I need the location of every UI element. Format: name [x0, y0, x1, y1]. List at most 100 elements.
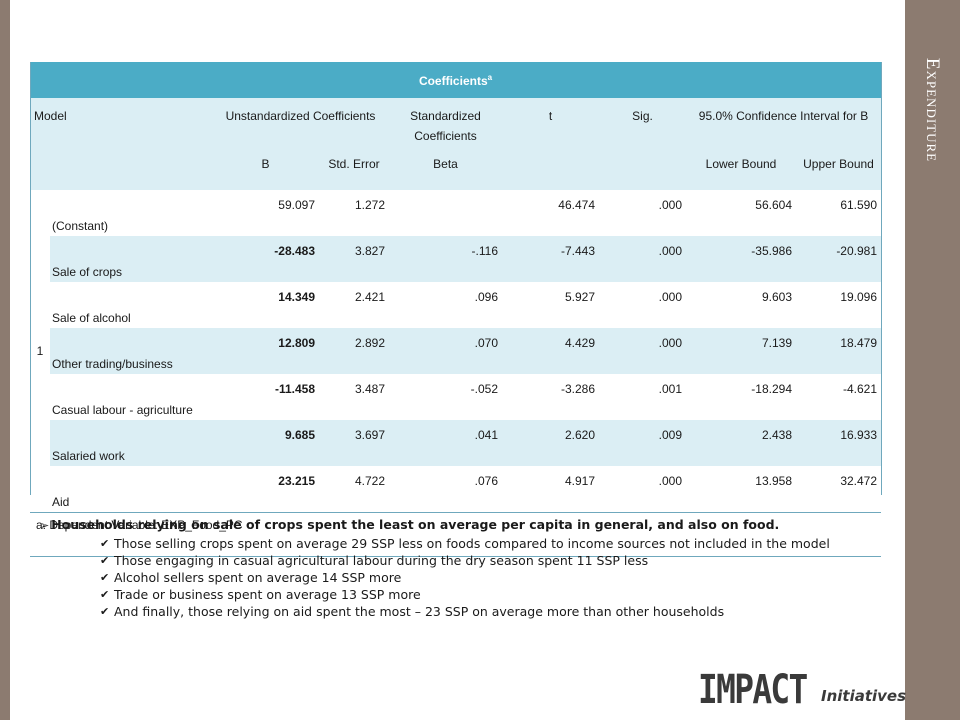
list-item-text: And finally, those relying on aid spent … — [114, 604, 725, 619]
cell-std-error: 3.827 — [319, 236, 389, 282]
col-b: B — [212, 151, 319, 190]
cell-upper: 32.472 — [840, 474, 878, 488]
cell-std-error: 2.892 — [319, 328, 389, 374]
col-upper-bound: Upper Bound — [796, 151, 882, 190]
col-model: Model — [30, 98, 212, 151]
cell-t: 4.429 — [502, 328, 599, 374]
cell-t: -3.286 — [560, 382, 595, 396]
cell-upper: 19.096 — [840, 290, 878, 304]
cell-t: -7.443 — [502, 236, 599, 282]
cell-upper: -20.981 — [796, 236, 882, 282]
table-title: Coefficientsa — [30, 62, 882, 98]
cell-t: 4.917 — [564, 474, 595, 488]
cell-b: 14.349 — [278, 290, 315, 304]
table-row: Casual labour - agriculture -11.458 3.48… — [30, 374, 881, 420]
checkmark-icon: ✔ — [100, 554, 110, 567]
row-label: Sale of alcohol — [52, 311, 131, 325]
cell-beta: .070 — [389, 328, 502, 374]
cell-beta: -.052 — [470, 382, 498, 396]
cell-lower: 56.604 — [755, 198, 792, 212]
cell-upper: -4.621 — [842, 382, 878, 396]
cell-lower: 2.438 — [686, 420, 796, 466]
cell-upper: 61.590 — [840, 198, 878, 212]
col-lower-bound: Lower Bound — [686, 151, 796, 190]
cell-lower: -35.986 — [686, 236, 796, 282]
col-sig: Sig. — [599, 98, 686, 151]
list-item: ✔ Those engaging in casual agricultural l… — [100, 552, 900, 569]
table-row: Aid 23.215 4.722 .076 4.917 .000 13.958 … — [30, 466, 881, 513]
cell-sig: .000 — [599, 328, 686, 374]
table-row: Salaried work 9.685 3.697 .041 2.620 .00… — [30, 420, 882, 466]
impact-initiatives-logo: IMPACT Initiatives — [698, 667, 906, 713]
col-beta: Beta — [389, 151, 502, 190]
col-confidence-interval: 95.0% Confidence Interval for B — [686, 98, 882, 151]
table-row: Sale of crops -28.483 3.827 -.116 -7.443… — [30, 236, 882, 282]
list-item-text: Those engaging in casual agricultural la… — [114, 553, 649, 568]
side-title-panel — [905, 0, 960, 720]
cell-b: 59.097 — [278, 198, 315, 212]
logo-sub-text: Initiatives — [821, 687, 907, 705]
cell-sig: .000 — [658, 474, 682, 488]
cell-lower: -18.294 — [751, 382, 792, 396]
cell-std-error: 2.421 — [354, 290, 385, 304]
cell-sig: .009 — [599, 420, 686, 466]
cell-sig: .000 — [658, 290, 682, 304]
cell-lower: 9.603 — [761, 290, 792, 304]
slide-title: Expenditure — [922, 57, 943, 163]
list-item: ✔ Alcohol sellers spent on average 14 SSP… — [100, 569, 900, 586]
cell-beta: .076 — [474, 474, 498, 488]
checkmark-icon: ✔ — [100, 605, 110, 618]
cell-t: 2.620 — [502, 420, 599, 466]
logo-main-text: IMPACT — [698, 667, 808, 713]
table-row: Sale of alcohol 14.349 2.421 .096 5.927 … — [30, 282, 881, 328]
row-label: Casual labour - agriculture — [52, 403, 193, 417]
list-item-text: Alcohol sellers spent on average 14 SSP … — [114, 570, 402, 585]
cell-b: 23.215 — [278, 474, 315, 488]
list-item: ✔ Those selling crops spent on average 29… — [100, 535, 900, 552]
table-row: Other trading/business 12.809 2.892 .070… — [30, 328, 882, 374]
cell-t: 5.927 — [564, 290, 595, 304]
cell-upper: 18.479 — [796, 328, 882, 374]
table-row: 1 (Constant) 59.097 1.272 46.474 .000 56… — [30, 190, 881, 358]
cell-b: 12.809 — [212, 328, 319, 374]
col-t: t — [502, 98, 599, 151]
checkmark-icon: ✔ — [100, 571, 110, 584]
table-footnote: a. Dependent Variable: EXP_Food_PC — [30, 512, 882, 557]
list-item-text: Trade or business spent on average 13 SS… — [114, 587, 421, 602]
coefficients-table: Coefficientsa Model Unstandardized Coeff… — [30, 62, 882, 557]
cell-beta: .096 — [474, 290, 498, 304]
cell-t: 46.474 — [558, 198, 595, 212]
cell-std-error: 3.487 — [354, 382, 385, 396]
cell-sig: .000 — [658, 198, 682, 212]
checkmark-icon: ✔ — [100, 588, 110, 601]
list-item: ✔ And finally, those relying on aid spent… — [100, 603, 900, 620]
row-label: (Constant) — [52, 219, 109, 233]
cell-beta: -.116 — [389, 236, 502, 282]
cell-lower: 7.139 — [686, 328, 796, 374]
cell-sig: .000 — [599, 236, 686, 282]
row-label: Other trading/business — [50, 328, 212, 374]
main-bullet: ➢ Households relying on sale of crops spe… — [40, 515, 900, 535]
col-unstandardized: Unstandardized Coefficients — [212, 98, 389, 151]
checkmark-icon: ✔ — [100, 537, 110, 550]
cell-std-error: 4.722 — [354, 474, 385, 488]
row-label: Aid — [52, 495, 70, 509]
cell-sig: .001 — [658, 382, 682, 396]
cell-std-error: 3.697 — [319, 420, 389, 466]
findings-list: ➢ Households relying on sale of crops spe… — [40, 515, 900, 620]
cell-b: 9.685 — [212, 420, 319, 466]
cell-lower: 13.958 — [755, 474, 792, 488]
cell-beta: .041 — [389, 420, 502, 466]
model-number: 1 — [36, 344, 44, 358]
cell-beta — [389, 190, 502, 236]
list-item-text: Those selling crops spent on average 29 … — [114, 536, 830, 551]
cell-b: -28.483 — [212, 236, 319, 282]
list-item: ✔ Trade or business spent on average 13 S… — [100, 586, 900, 603]
cell-upper: 16.933 — [796, 420, 882, 466]
left-accent-bar — [0, 0, 10, 720]
arrow-bullet-icon: ➢ — [40, 519, 50, 532]
col-std-error: Std. Error — [319, 151, 389, 190]
cell-b: -11.458 — [274, 382, 315, 396]
row-label: Sale of crops — [50, 236, 212, 282]
cell-std-error: 1.272 — [354, 198, 385, 212]
